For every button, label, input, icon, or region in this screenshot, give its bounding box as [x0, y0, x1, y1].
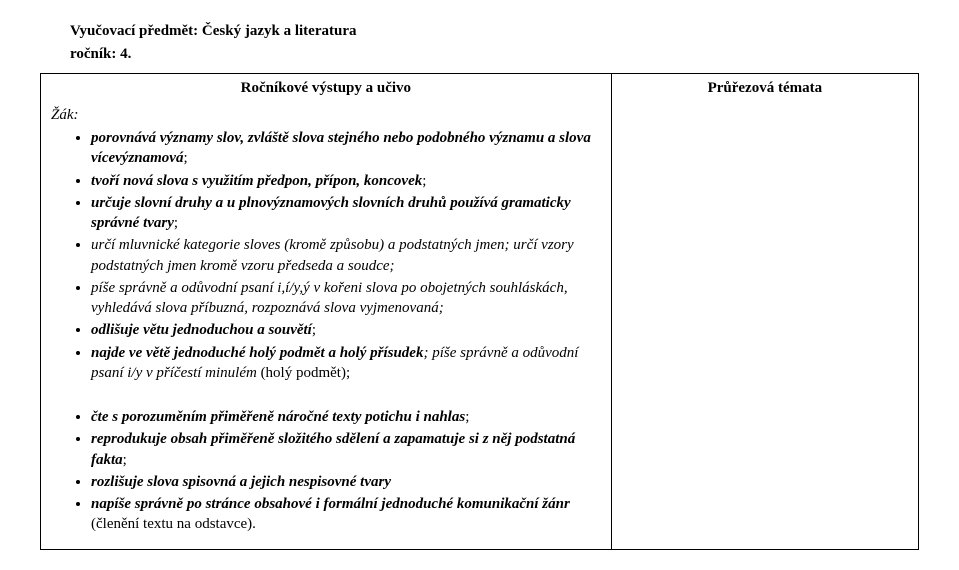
outcomes-cell: Ročníkové výstupy a učivo Žák: porovnává…: [41, 74, 612, 550]
list-item: najde ve větě jednoduché holý podmět a h…: [91, 343, 601, 384]
list-item: rozlišuje slova spisovná a jejich nespis…: [91, 472, 601, 492]
grade-year: ročník: 4.: [70, 43, 919, 66]
list-item: napíše správně po stránce obsahové i for…: [91, 494, 601, 535]
right-column-heading: Průřezová témata: [622, 80, 908, 97]
list-item: píše správně a odůvodní psaní i,í/y,ý v …: [91, 278, 601, 319]
subject-title: Vyučovací předmět: Český jazyk a literat…: [70, 20, 919, 43]
outcomes-list-1: porovnává významy slov, zvláště slova st…: [51, 128, 601, 383]
list-item: porovnává významy slov, zvláště slova st…: [91, 128, 601, 169]
curriculum-table: Ročníkové výstupy a učivo Žák: porovnává…: [40, 73, 919, 550]
list-item: reprodukuje obsah přiměřeně složitého sd…: [91, 429, 601, 470]
outcomes-list-2: čte s porozuměním přiměřeně náročné text…: [51, 407, 601, 535]
page-header: Vyučovací předmět: Český jazyk a literat…: [40, 20, 919, 65]
list-item: určuje slovní druhy a u plnovýznamových …: [91, 193, 601, 234]
left-column-heading: Ročníkové výstupy a učivo: [51, 80, 601, 97]
themes-cell: Průřezová témata: [611, 74, 918, 550]
list-item: tvoří nová slova s využitím předpon, pří…: [91, 171, 601, 191]
list-item: určí mluvnické kategorie sloves (kromě z…: [91, 235, 601, 276]
zak-label: Žák:: [51, 107, 601, 124]
list-item: odlišuje větu jednoduchou a souvětí;: [91, 320, 601, 340]
list-item: čte s porozuměním přiměřeně náročné text…: [91, 407, 601, 427]
